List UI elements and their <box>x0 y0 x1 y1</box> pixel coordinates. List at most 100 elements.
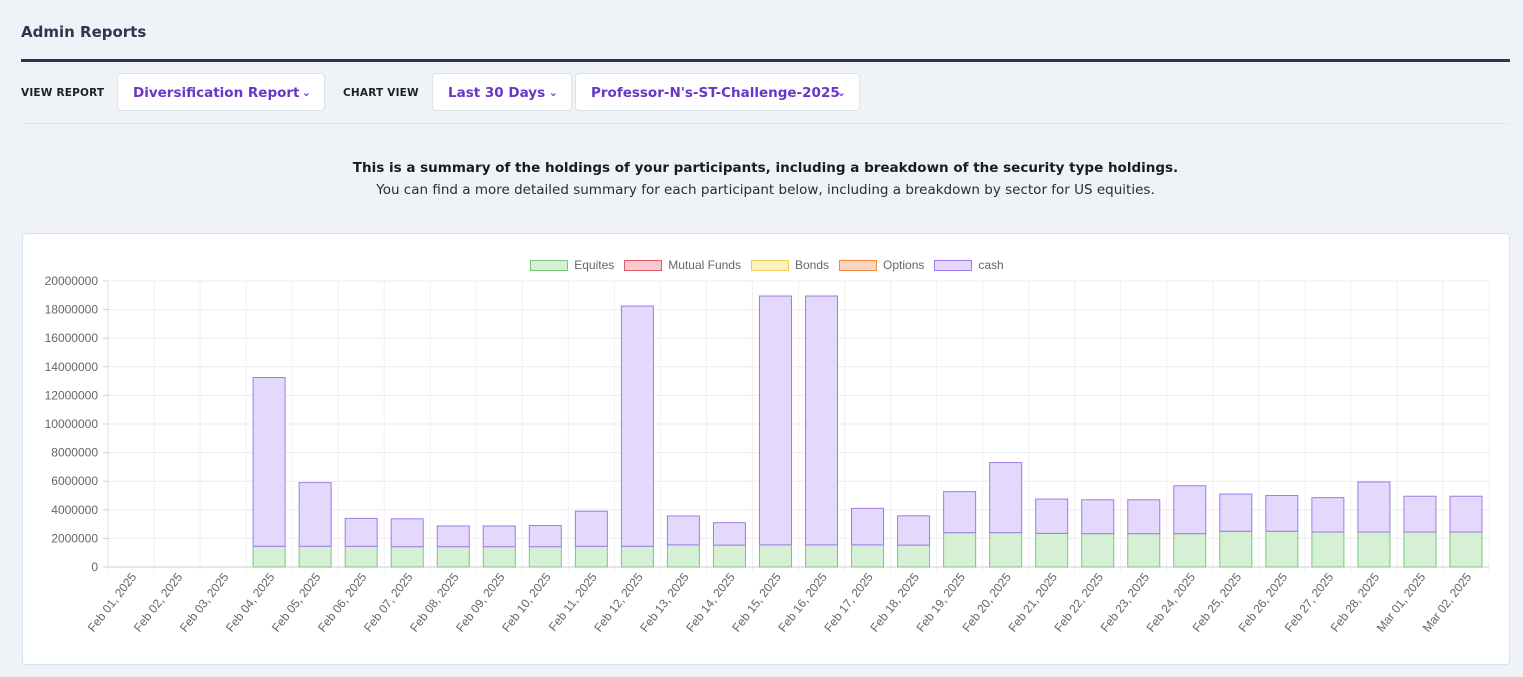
legend-label: Mutual Funds <box>668 258 741 272</box>
legend-item[interactable]: Bonds <box>750 258 830 272</box>
bar-equites <box>1035 532 1069 568</box>
bar-cash <box>666 515 700 546</box>
legend-item[interactable]: Equites <box>530 258 614 272</box>
header-divider <box>21 59 1510 62</box>
y-tick-label: 18000000 <box>45 303 99 317</box>
chart-legend: Equites Mutual Funds Bonds Options cash <box>23 258 1511 272</box>
bar-equites <box>344 545 378 568</box>
y-tick-label: 12000000 <box>45 388 99 402</box>
bar-cash <box>482 525 516 548</box>
bar-cash <box>528 525 562 548</box>
bar-cash <box>574 510 608 547</box>
legend-item[interactable]: Mutual Funds <box>624 258 741 272</box>
challenge-select[interactable]: Professor-N's-ST-Challenge-2025 ⌄ <box>575 73 860 111</box>
report-toolbar: VIEW REPORT Diversification Report ⌄ CHA… <box>21 73 1510 113</box>
legend-label: cash <box>978 258 1004 272</box>
y-tick-label: 20000000 <box>45 274 99 288</box>
bar-cash <box>1035 498 1069 534</box>
bar-equites <box>620 545 654 568</box>
chart-card: Equites Mutual Funds Bonds Options cash 0 200… <box>22 233 1510 665</box>
legend-label: Equites <box>574 258 615 272</box>
range-select-value: Last 30 Days <box>448 85 546 101</box>
bar-equites <box>1127 533 1161 568</box>
legend-swatch <box>530 259 569 271</box>
bar-cash <box>620 305 654 547</box>
bar-cash <box>1357 481 1391 533</box>
bar-cash <box>1219 493 1253 532</box>
y-tick-label: 4000000 <box>51 503 98 517</box>
bar-cash <box>344 517 378 547</box>
bar-equites <box>1449 531 1483 568</box>
legend-item[interactable]: Options <box>839 258 924 272</box>
bar-equites <box>1357 531 1391 568</box>
y-tick-label: 16000000 <box>45 331 99 345</box>
legend-swatch <box>750 259 789 271</box>
y-tick-label: 8000000 <box>51 446 98 460</box>
bar-equites <box>1219 530 1253 568</box>
bar-cash <box>252 377 286 547</box>
x-tick-label: Mar 02, 2025 <box>1420 570 1475 635</box>
chevron-down-icon: ⌄ <box>548 86 558 99</box>
bar-equites <box>574 545 608 568</box>
bar-equites <box>1265 530 1299 568</box>
y-tick-label: 10000000 <box>45 417 99 431</box>
bar-cash <box>390 518 424 548</box>
legend-swatch <box>934 259 973 271</box>
legend-label: Options <box>883 258 925 272</box>
bar-equites <box>666 544 700 568</box>
bar-cash <box>943 491 977 534</box>
bar-equites <box>1081 533 1115 568</box>
toolbar-divider <box>21 123 1510 124</box>
bar-equites <box>758 544 792 568</box>
bar-cash <box>1265 495 1299 532</box>
bar-cash <box>712 522 746 546</box>
bar-equites <box>528 546 562 568</box>
legend-label: Bonds <box>794 258 830 272</box>
diversification-chart: 0 2000000 4000000 6000000 8000000 10000000 120… <box>45 274 1490 635</box>
report-select[interactable]: Diversification Report ⌄ <box>117 73 325 111</box>
summary-heading: This is a summary of the holdings of you… <box>352 160 1179 176</box>
bar-equites <box>1173 533 1207 568</box>
y-tick-label: 0 <box>91 560 98 574</box>
bar-equites <box>851 544 885 568</box>
challenge-select-value: Professor-N's-ST-Challenge-2025 <box>591 85 840 101</box>
bar-cash <box>436 525 470 548</box>
summary-subtext: You can find a more detailed summary for… <box>376 182 1155 198</box>
bar-cash <box>1173 485 1207 535</box>
bar-equites <box>482 546 516 568</box>
bar-equites <box>436 546 470 568</box>
chart-view-label: CHART VIEW <box>343 87 419 99</box>
bar-cash <box>897 515 931 546</box>
y-tick-label: 6000000 <box>51 474 98 488</box>
bar-equites <box>712 544 746 568</box>
bar-cash <box>1449 495 1483 533</box>
y-tick-label: 14000000 <box>45 360 99 374</box>
bar-equites <box>989 532 1023 568</box>
bar-equites <box>390 546 424 568</box>
bar-equites <box>1311 531 1345 568</box>
bar-cash <box>1311 497 1345 533</box>
legend-swatch <box>839 259 878 271</box>
bar-cash <box>1081 499 1115 535</box>
bar-cash <box>989 462 1023 534</box>
bar-cash <box>1403 495 1437 533</box>
bar-equites <box>897 544 931 568</box>
legend-item[interactable]: cash <box>934 258 1004 272</box>
bar-cash <box>758 295 792 546</box>
y-tick-label: 2000000 <box>51 531 98 545</box>
view-report-label: VIEW REPORT <box>21 87 105 99</box>
legend-swatch <box>624 259 663 271</box>
bar-equites <box>943 532 977 568</box>
report-select-value: Diversification Report <box>133 85 300 101</box>
range-select[interactable]: Last 30 Days ⌄ <box>432 73 572 111</box>
bar-equites <box>805 544 839 568</box>
bar-cash <box>298 482 332 547</box>
bar-cash <box>805 295 839 546</box>
page-title: Admin Reports <box>21 23 147 41</box>
chevron-down-icon: ⌄ <box>836 86 846 99</box>
bar-cash <box>1127 499 1161 535</box>
bar-equites <box>1403 531 1437 568</box>
bar-equites <box>252 545 286 568</box>
chevron-down-icon: ⌄ <box>301 86 311 99</box>
bar-equites <box>298 545 332 568</box>
